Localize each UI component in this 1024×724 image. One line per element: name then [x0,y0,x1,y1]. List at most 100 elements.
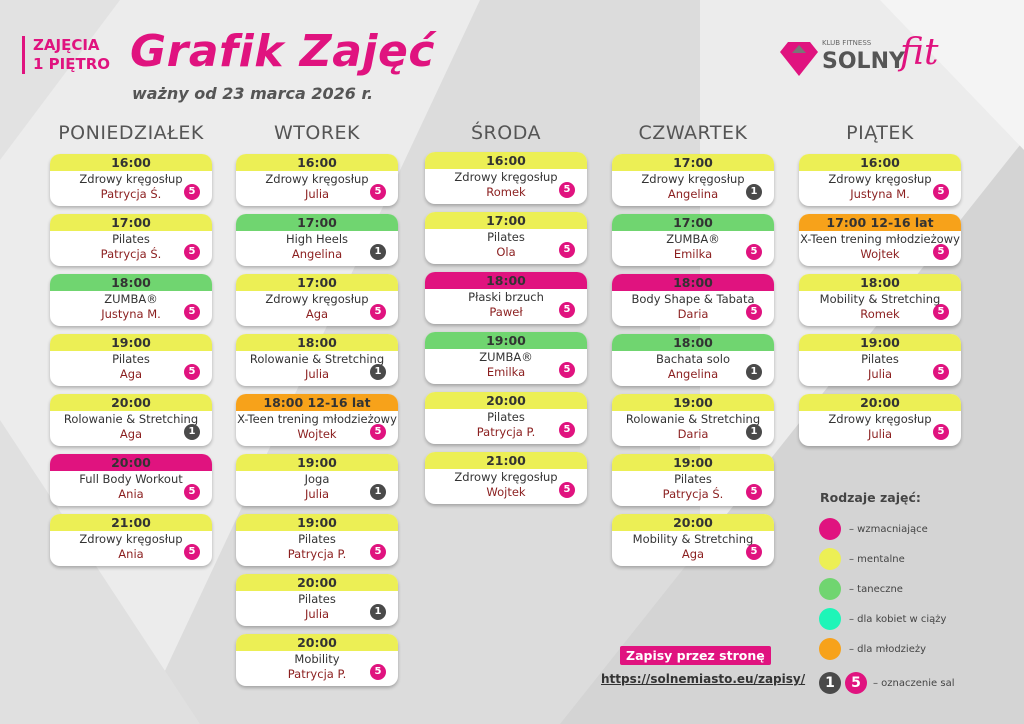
class-time: 19:00 [50,334,212,351]
class-time: 18:00 [236,334,398,351]
class-card[interactable]: 21:00 Zdrowy kręgosłup Ania 5 [50,514,212,566]
class-card[interactable]: 17:00 ZUMBA® Emilka 5 [612,214,774,266]
valid-from: ważny od 23 marca 2026 r. [132,84,374,103]
class-card[interactable]: 20:00 Mobility & Stretching Aga 5 [612,514,774,566]
class-trainer: Emilka [673,247,713,261]
class-card[interactable]: 19:00 Pilates Patrycja P. 5 [236,514,398,566]
class-card[interactable]: 17:00 12-16 lat X-Teen trening młodzieżow… [799,214,961,266]
class-time: 20:00 [799,394,961,411]
class-trainer: Julia [867,367,893,381]
class-card[interactable]: 18:00 12-16 lat X-Teen trening młodzieżow… [236,394,398,446]
class-card[interactable]: 16:00 Zdrowy kręgosłup Patrycja Ś. 5 [50,154,212,206]
legend-item: – taneczne [819,578,903,600]
class-name: Zdrowy kręgosłup [454,470,558,484]
class-time: 17:00 [612,214,774,231]
room-badge: 5 [184,304,200,320]
class-name: Pilates [487,230,525,244]
legend-color-dot [819,518,841,540]
class-card[interactable]: 19:00 ZUMBA® Emilka 5 [425,332,587,384]
class-name: Pilates [112,352,150,366]
class-card[interactable]: 18:00 Bachata solo Angelina 1 [612,334,774,386]
class-trainer: Ania [118,487,144,501]
class-card[interactable]: 20:00 Pilates Patrycja P. 5 [425,392,587,444]
class-time: 18:00 [425,272,587,289]
class-time: 16:00 [799,154,961,171]
class-time: 17:00 [612,154,774,171]
class-trainer: Justyna M. [101,307,161,321]
class-card[interactable]: 16:00 Zdrowy kręgosłup Justyna M. 5 [799,154,961,206]
class-trainer: Patrycja P. [476,425,536,439]
class-card[interactable]: 19:00 Rolowanie & Stretching Daria 1 [612,394,774,446]
room-badge: 5 [933,364,949,380]
class-card[interactable]: 20:00 Full Body Workout Ania 5 [50,454,212,506]
class-card[interactable]: 19:00 Joga Julia 1 [236,454,398,506]
class-time: 19:00 [236,514,398,531]
class-card[interactable]: 17:00 Pilates Patrycja Ś. 5 [50,214,212,266]
class-name: Pilates [112,232,150,246]
class-card[interactable]: 20:00 Pilates Julia 1 [236,574,398,626]
room-badge: 1 [746,184,762,200]
logo-solny: SOLNY [822,49,905,74]
class-trainer: Ola [496,245,516,259]
class-card[interactable]: 16:00 Zdrowy kręgosłup Julia 5 [236,154,398,206]
class-card[interactable]: 20:00 Rolowanie & Stretching Aga 1 [50,394,212,446]
class-time: 19:00 [612,454,774,471]
class-trainer: Julia [304,487,330,501]
class-time: 20:00 [50,454,212,471]
class-name: Pilates [487,410,525,424]
floor-line-1: ZAJĘCIA [33,36,100,54]
class-card[interactable]: 16:00 Zdrowy kręgosłup Romek 5 [425,152,587,204]
class-card[interactable]: 20:00 Mobility Patrycja P. 5 [236,634,398,686]
room-badge: 5 [370,304,386,320]
legend-item: – dla młodzieży [819,638,926,660]
class-time: 17:00 12-16 lat [799,214,961,231]
class-card[interactable]: 18:00 ZUMBA® Justyna M. 5 [50,274,212,326]
class-name: Pilates [298,532,336,546]
class-trainer: Angelina [667,367,719,381]
class-time: 18:00 [612,334,774,351]
class-card[interactable]: 19:00 Pilates Julia 5 [799,334,961,386]
signup-link[interactable]: https://solnemiasto.eu/zapisy/ [601,672,806,686]
class-card[interactable]: 17:00 Pilates Ola 5 [425,212,587,264]
class-card[interactable]: 18:00 Rolowanie & Stretching Julia 1 [236,334,398,386]
class-time: 19:00 [612,394,774,411]
class-time: 18:00 [799,274,961,291]
legend-rooms-label: – oznaczenie sal [873,677,955,689]
class-card[interactable]: 18:00 Płaski brzuch Paweł 5 [425,272,587,324]
page-title: Grafik Zajęć [130,26,435,77]
class-card[interactable]: 17:00 Zdrowy kręgosłup Angelina 1 [612,154,774,206]
class-card[interactable]: 19:00 Pilates Patrycja Ś. 5 [612,454,774,506]
day-header: PIĄTEK [846,122,914,144]
class-card[interactable]: 21:00 Zdrowy kręgosłup Wojtek 5 [425,452,587,504]
legend-rooms: 1 5 – oznaczenie sal [819,672,954,694]
day-header: WTOREK [273,122,360,144]
room-badge: 5 [746,544,762,560]
room-badge: 1 [370,364,386,380]
legend-label: – dla kobiet w ciąży [849,613,947,625]
class-card[interactable]: 19:00 Pilates Aga 5 [50,334,212,386]
class-time: 18:00 12-16 lat [236,394,398,411]
room-badge: 5 [746,244,762,260]
class-trainer: Wojtek [860,247,900,261]
class-card[interactable]: 17:00 High Heels Angelina 1 [236,214,398,266]
room-badge: 1 [370,604,386,620]
room-badge: 5 [559,482,575,498]
class-name: Zdrowy kręgosłup [828,172,932,186]
class-card[interactable]: 18:00 Body Shape & Tabata Daria 5 [612,274,774,326]
class-trainer: Paweł [489,305,523,319]
class-card[interactable]: 17:00 Zdrowy kręgosłup Aga 5 [236,274,398,326]
floor-line-2: 1 PIĘTRO [33,55,111,73]
class-time: 16:00 [50,154,212,171]
class-time: 17:00 [236,214,398,231]
class-trainer: Wojtek [297,427,337,441]
class-card[interactable]: 20:00 Zdrowy kręgosłup Julia 5 [799,394,961,446]
class-name: Zdrowy kręgosłup [265,292,369,306]
logo: KLUB FITNESS SOLNY fit [780,32,980,84]
class-name: Mobility & Stretching [632,532,754,546]
class-card[interactable]: 18:00 Mobility & Stretching Romek 5 [799,274,961,326]
legend-label: – wzmacniające [849,523,928,535]
class-name: ZUMBA® [666,232,720,246]
class-time: 19:00 [425,332,587,349]
class-name: ZUMBA® [104,292,158,306]
class-trainer: Patrycja P. [287,547,347,561]
